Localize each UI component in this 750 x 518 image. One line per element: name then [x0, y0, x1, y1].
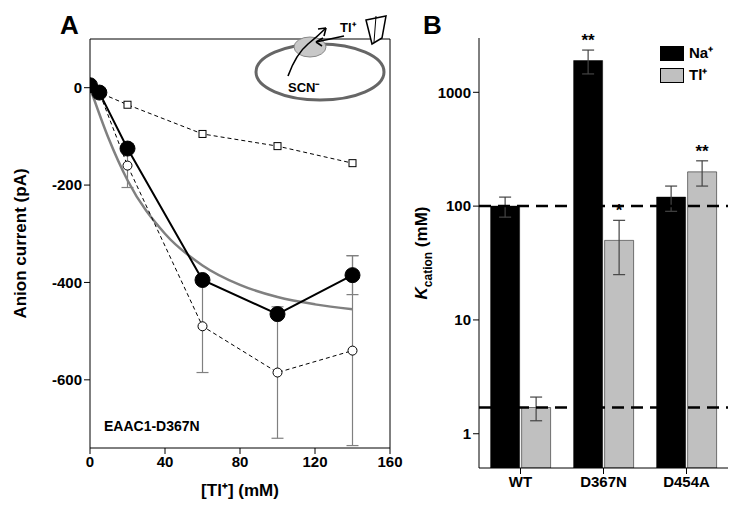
svg-text:-600: -600 [52, 371, 82, 388]
svg-text:80: 80 [232, 453, 249, 470]
svg-text:120: 120 [302, 453, 327, 470]
svg-text:Tl⁺: Tl⁺ [340, 20, 357, 35]
svg-text:*: * [616, 201, 623, 220]
svg-text:-400: -400 [52, 274, 82, 291]
svg-text:D367N: D367N [580, 473, 627, 490]
html-text:Na⁺: Na⁺ [689, 44, 714, 61]
html-text:A: A [60, 10, 79, 40]
svg-text:**: ** [582, 31, 596, 50]
svg-text:Kcation (mM): Kcation (mM) [412, 207, 435, 300]
svg-text:1000: 1000 [438, 84, 471, 101]
svg-text:0: 0 [74, 79, 82, 96]
svg-text:40: 40 [157, 453, 174, 470]
svg-text:**: ** [696, 142, 710, 161]
html-text:B: B [423, 10, 442, 40]
svg-text:D454A: D454A [663, 473, 710, 490]
svg-text:WT: WT [509, 473, 532, 490]
svg-text:0: 0 [86, 453, 94, 470]
svg-text:100: 100 [446, 197, 471, 214]
svg-text:-200: -200 [52, 176, 82, 193]
html-text:Tl⁺: Tl⁺ [689, 66, 708, 83]
svg-text:160: 160 [377, 453, 402, 470]
svg-text:SCN⁻: SCN⁻ [288, 80, 320, 95]
svg-text:Anion current (pA): Anion current (pA) [11, 168, 30, 318]
svg-text:1: 1 [463, 425, 471, 442]
html-text:EAAC1-D367N: EAAC1-D367N [104, 418, 200, 434]
svg-text:[Tl⁺] (mM): [Tl⁺] (mM) [201, 481, 279, 500]
svg-text:10: 10 [454, 311, 471, 328]
